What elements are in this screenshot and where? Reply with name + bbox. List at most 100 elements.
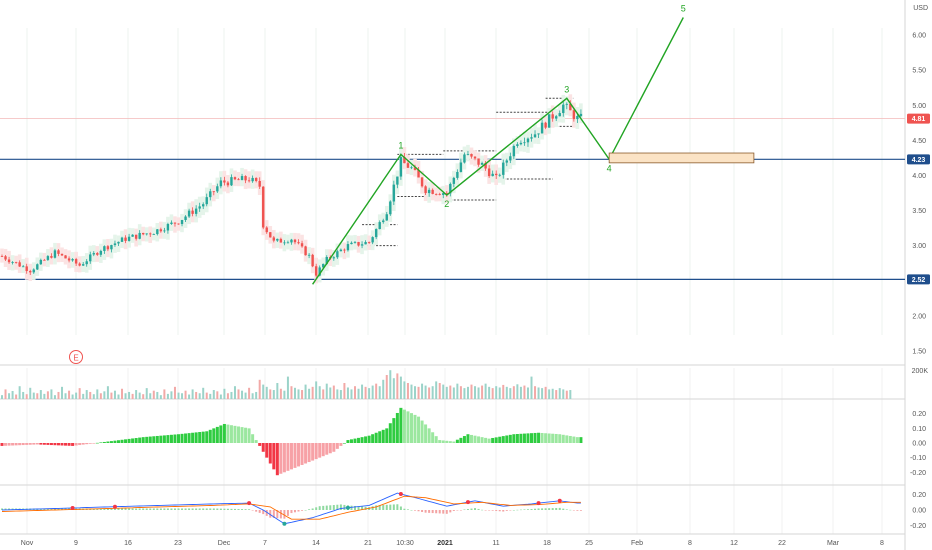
volume-bar (293, 387, 296, 399)
oscillator-bar (248, 509, 251, 510)
histogram-bar (505, 435, 509, 443)
candle-body (134, 234, 138, 239)
volume-bar (519, 386, 522, 399)
volume-bar (50, 389, 53, 399)
volume-bar (399, 376, 402, 399)
elliott-wave-drawing[interactable] (312, 17, 684, 285)
histogram-bar (438, 440, 442, 443)
candle-body (360, 244, 364, 246)
volume-bar (75, 392, 78, 399)
candle-body (64, 255, 67, 259)
histogram-bar (579, 437, 583, 443)
histogram-bar (544, 433, 548, 443)
histogram-bar (314, 443, 318, 460)
candle-body (0, 256, 4, 258)
candle-body (325, 256, 328, 264)
oscillator-bar (198, 508, 201, 510)
oscillator-bar (142, 508, 145, 510)
wave-label: 5 (681, 4, 686, 14)
candle-body (293, 239, 297, 243)
oscillator-bar (378, 505, 381, 510)
volume-bar (336, 389, 339, 399)
histogram-bar (177, 434, 180, 443)
volume-bar (121, 388, 124, 399)
candle-body (212, 191, 215, 193)
candle-body (262, 186, 265, 228)
histogram-bar (233, 425, 237, 443)
oscillator-bar (484, 510, 487, 511)
oscillator-bar (64, 508, 67, 510)
volume-bar (537, 387, 540, 399)
candle-body (78, 263, 81, 266)
volume-bar (555, 390, 558, 399)
oscillator-bar (61, 508, 64, 510)
histogram-bar (237, 426, 241, 443)
candle-body (258, 180, 261, 187)
price-tick-label: 3.00 (912, 243, 926, 250)
histogram-bar (572, 436, 576, 443)
oscillator-bar (428, 510, 431, 513)
candle-body (32, 269, 35, 273)
volume-axis-label: 200K (912, 368, 929, 375)
candle-body (18, 262, 21, 267)
volume-bar (445, 386, 448, 399)
histogram-bar (78, 443, 82, 446)
candle-body (322, 263, 325, 268)
candle-body (449, 183, 452, 194)
oscillator-tick-label: -0.20 (910, 523, 926, 530)
volume-bar (135, 390, 138, 399)
oscillator-bar (156, 508, 159, 510)
oscillator-bar (244, 509, 247, 510)
volume-bar (46, 391, 49, 399)
oscillator-cross-dot (536, 501, 541, 506)
oscillator-bar (399, 506, 402, 510)
candle-body (558, 113, 561, 117)
candle-body (470, 154, 473, 157)
target-zone[interactable] (608, 152, 755, 164)
oscillator-bar (46, 508, 49, 510)
candle-body (226, 182, 230, 186)
histogram-bar (466, 434, 470, 443)
volume-bar (421, 383, 424, 399)
candle-body (103, 246, 106, 251)
candle-body (502, 162, 505, 175)
candle-body (131, 234, 134, 237)
oscillator-bar (166, 508, 169, 510)
histogram-bar (198, 432, 202, 443)
time-tick-label: 11 (492, 540, 499, 547)
histogram-bar (258, 443, 262, 446)
histogram-bar (441, 440, 445, 443)
histogram-bar (427, 428, 431, 443)
volume-bar (424, 385, 427, 399)
volume-bar (523, 385, 526, 399)
histogram-bar (325, 443, 329, 455)
volume-bar (495, 386, 498, 399)
time-tick-label: 10:30 (396, 540, 414, 547)
candle-body (434, 193, 438, 195)
candle-body (283, 242, 286, 244)
oscillator-bar (8, 508, 11, 510)
volume-bar (382, 379, 385, 399)
oscillator-bar (163, 508, 166, 510)
candle-body (180, 219, 184, 225)
event-marker-label: E (73, 354, 78, 363)
volume-bar (159, 395, 162, 399)
event-marker[interactable]: E (69, 350, 83, 364)
volume-bar (544, 386, 547, 399)
histogram-bar (374, 432, 378, 443)
time-tick-label: 25 (585, 540, 593, 547)
volume-bar (145, 388, 148, 399)
oscillator-bar (322, 505, 325, 510)
volume-bar (315, 381, 318, 399)
oscillator-bar (463, 509, 466, 511)
oscillator-bar (414, 510, 417, 511)
candle-body (43, 259, 46, 261)
time-axis[interactable]: Nov 9 16 23 Dec 7 14 21 10:30 2021 11 18 25 Feb 8 12 22 M… (21, 540, 884, 547)
candle-body (124, 237, 127, 241)
histogram-bar (508, 434, 512, 443)
oscillator-bar (311, 508, 314, 510)
oscillator-bar (1, 508, 3, 510)
candle-body (332, 257, 336, 259)
volume-bar (474, 386, 477, 399)
time-tick-label: 9 (74, 540, 78, 547)
